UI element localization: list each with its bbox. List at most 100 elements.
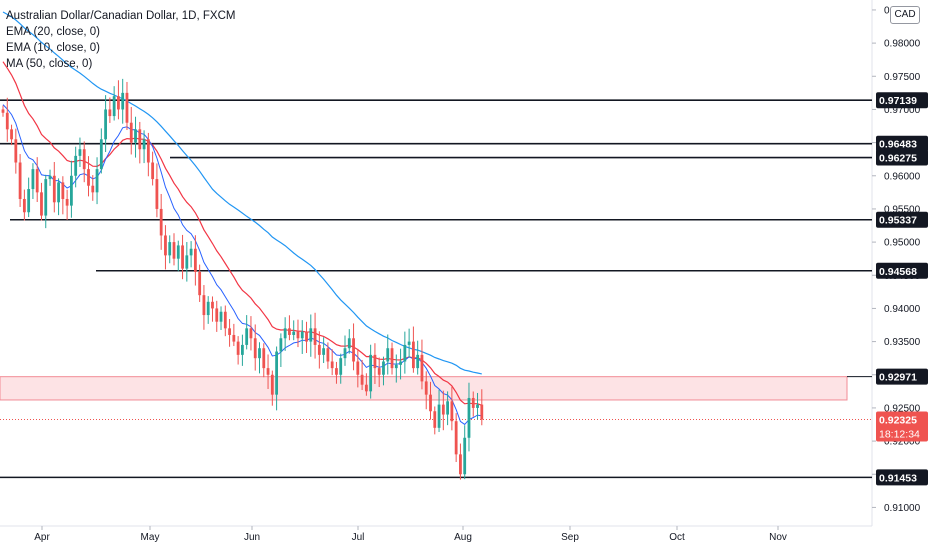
candle-body (65, 198, 69, 206)
y-tick-label: 0.92500 (884, 403, 921, 414)
candle-body (70, 175, 73, 206)
candle-body (91, 185, 95, 193)
candle-body (446, 401, 449, 415)
time-axis[interactable]: Apr May Jun Jul Aug Sep Oct Nov (34, 526, 787, 543)
candle-body (262, 348, 266, 369)
candle-body (117, 96, 120, 110)
level-price-label-bg (876, 135, 928, 152)
x-tick-label: Jun (244, 532, 260, 543)
candle-body (172, 242, 176, 259)
indicator-ema10[interactable]: EMA (10, close, 0) (6, 42, 100, 54)
zone-price-label-bg (876, 368, 928, 385)
y-tick-label: 0.93500 (884, 337, 921, 348)
candle-body (134, 129, 137, 143)
support-resistance-levels[interactable] (0, 99, 872, 479)
candle-body (429, 394, 432, 412)
candle-body (176, 245, 180, 259)
candle-body (18, 162, 22, 199)
candle-body (317, 344, 321, 355)
candle-body (228, 328, 231, 335)
x-tick-label: Oct (669, 532, 685, 543)
candle-body (35, 169, 39, 193)
candle-body (296, 331, 300, 339)
candle-body (129, 122, 133, 143)
y-tick-label: 0.94000 (884, 304, 921, 315)
candle-body (377, 368, 381, 375)
candle-body (330, 361, 334, 369)
candle-body (181, 245, 184, 269)
candle-body (471, 397, 475, 408)
level-price-label: 0.97139 (879, 95, 917, 107)
chart-legend: Australian Dollar/Canadian Dollar, 1D, F… (6, 8, 235, 72)
level-price-label: 0.96275 (879, 153, 917, 165)
ema20-line (2, 61, 483, 406)
current-price-bg (876, 411, 928, 442)
candle-body (424, 381, 428, 395)
candle-body (48, 175, 52, 180)
candle-body (189, 248, 193, 256)
candle-body (108, 109, 112, 117)
candle-body (343, 348, 347, 359)
candle-body (241, 344, 244, 355)
candle-body (335, 368, 338, 375)
candle-body (450, 401, 454, 422)
candle-body (288, 328, 291, 335)
candle-body (347, 338, 351, 349)
level-price-label: 0.96483 (879, 139, 917, 151)
candle-body (416, 354, 420, 369)
candle-body (394, 364, 398, 369)
plot-area (0, 0, 873, 527)
candle-body (215, 308, 219, 322)
candle-body (78, 149, 82, 156)
candle-body (270, 374, 274, 395)
ema10-line (2, 104, 482, 426)
candle-body (437, 404, 441, 428)
candle-body (14, 139, 18, 163)
candle-body (185, 255, 189, 269)
x-tick-label: May (141, 532, 160, 543)
level-price-label-bg (876, 149, 928, 166)
candle-body (433, 411, 437, 428)
candle-body (275, 351, 278, 395)
candle-body (420, 354, 424, 382)
candle-body (155, 179, 159, 209)
y-tick-label: 0.92000 (884, 437, 921, 448)
candle-body (369, 354, 373, 392)
symbol-title[interactable]: Australian Dollar/Canadian Dollar, 1D, F… (6, 10, 236, 22)
candle-body (352, 338, 355, 362)
currency-badge[interactable]: CAD (890, 6, 920, 24)
candle-body (382, 361, 385, 375)
candle-body (164, 235, 167, 256)
candle-body (223, 311, 227, 329)
y-tick-label: 0.91000 (884, 503, 921, 514)
candle-body (253, 338, 257, 359)
candle-body (339, 358, 343, 375)
candle-body (198, 271, 202, 296)
candle-body (313, 328, 317, 345)
candle-body (300, 331, 304, 339)
candle-body (112, 96, 116, 117)
candle-body (480, 404, 484, 420)
candle-body (151, 162, 155, 180)
y-tick-label: 0.95000 (884, 238, 921, 249)
countdown-timer: 18:12:34 (879, 429, 920, 441)
candle-body (61, 182, 65, 199)
candle-body (87, 169, 90, 186)
indicator-ema20[interactable]: EMA (20, close, 0) (6, 26, 100, 38)
candle-body (99, 139, 103, 170)
candle-body (463, 437, 467, 475)
x-tick-label: Jul (352, 532, 365, 543)
level-price-label-bg (876, 262, 928, 279)
candle-body (386, 348, 390, 362)
candle-body (27, 189, 31, 213)
candle-body (476, 404, 479, 408)
candle-body (459, 454, 462, 475)
candle-body (82, 149, 86, 170)
candle-body (454, 421, 458, 455)
level-price-label-bg (876, 92, 928, 109)
zone-price-label: 0.92971 (879, 372, 917, 384)
candle-body (467, 397, 471, 438)
indicator-ma50[interactable]: MA (50, close, 0) (6, 58, 93, 70)
candle-body (52, 175, 56, 203)
